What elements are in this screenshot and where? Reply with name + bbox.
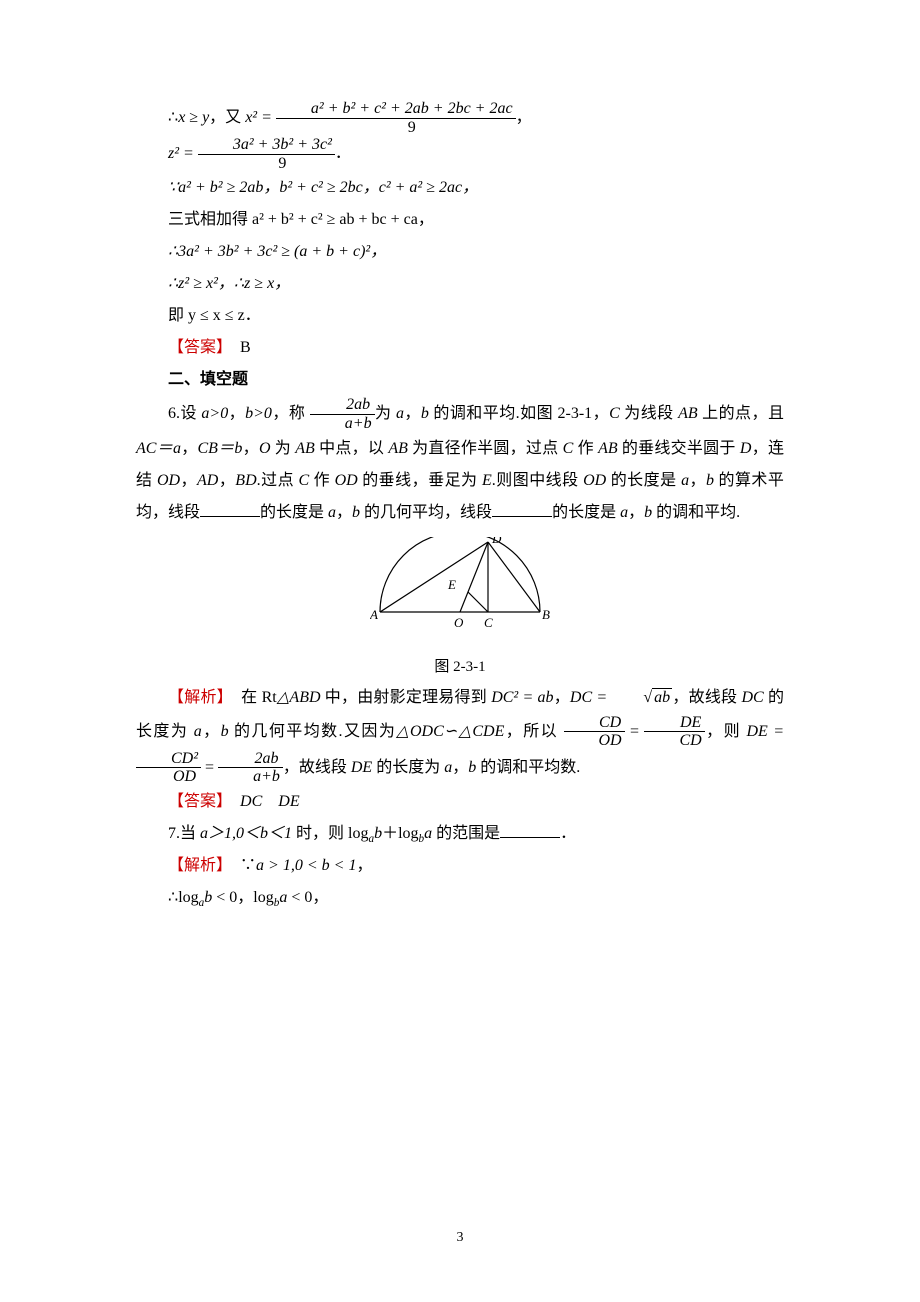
math-line-3: ∵a² + b² ≥ 2ab，b² + c² ≥ 2bc，c² + a² ≥ 2…	[136, 172, 784, 204]
fraction-2ab-b: 2ab a+b	[218, 750, 283, 786]
fraction-cd2-od: CD² OD	[136, 750, 201, 786]
section-2-heading: 二、填空题	[136, 364, 784, 396]
math-line-5: ∴3a² + 3b² + 3c² ≥ (a + b + c)²，	[136, 236, 784, 268]
analysis-label: 【解析】	[168, 689, 225, 706]
blank-3	[500, 821, 560, 838]
analysis-label-7: 【解析】	[168, 857, 224, 874]
figure-2-3-1: A B O C D E	[136, 537, 784, 644]
svg-text:B: B	[542, 607, 550, 622]
analysis-6: 【解析】 在 Rt△ABD 中，由射影定理易得到 DC² = ab，DC = √…	[136, 682, 784, 786]
figure-caption: 图 2-3-1	[136, 652, 784, 682]
math-line-2: z² = 3a² + 3b² + 3c² 9 ．	[136, 136, 784, 172]
answer-label-6: 【答案】	[168, 793, 224, 810]
blank-2	[492, 500, 552, 517]
answer-6: 【答案】 DC DE	[136, 786, 784, 818]
page-number: 3	[0, 1224, 920, 1252]
analysis-7b: ∴logab < 0，logba < 0，	[136, 882, 784, 914]
blank-1	[200, 500, 260, 517]
fraction-2: 3a² + 3b² + 3c² 9	[198, 136, 335, 172]
math-line-7: 即 y ≤ x ≤ z．	[136, 300, 784, 332]
math-line-1: ∴x ≥ y，又 x² = a² + b² + c² + 2ab + 2bc +…	[136, 100, 784, 136]
fraction-de-cd: DE CD	[644, 714, 704, 750]
svg-text:O: O	[454, 615, 464, 630]
fraction-2ab: 2ab a+b	[310, 396, 375, 432]
question-6: 6.设 a>0，b>0，称 2ab a+b 为 a，b 的调和平均.如图 2-3…	[136, 396, 784, 528]
svg-text:E: E	[447, 577, 456, 592]
fraction-cd-od: CD OD	[564, 714, 625, 750]
document-page: ∴x ≥ y，又 x² = a² + b² + c² + 2ab + 2bc +…	[0, 0, 920, 1302]
fraction-1: a² + b² + c² + 2ab + 2bc + 2ac 9	[276, 100, 516, 136]
svg-text:A: A	[370, 607, 378, 622]
answer-5: 【答案】 B	[136, 332, 784, 364]
analysis-7a: 【解析】 ∵a > 1,0 < b < 1，	[136, 850, 784, 882]
math-line-4: 三式相加得 a² + b² + c² ≥ ab + bc + ca，	[136, 204, 784, 236]
answer-label: 【答案】	[168, 339, 224, 356]
svg-text:C: C	[484, 615, 493, 630]
question-7: 7.当 a＞1,0＜b＜1 时，则 logab＋logba 的范围是．	[136, 818, 784, 850]
svg-text:D: D	[491, 537, 502, 546]
semicircle-diagram: A B O C D E	[370, 537, 550, 632]
sqrt-ab: √ab	[611, 682, 672, 714]
math-line-6: ∴z² ≥ x²，∴z ≥ x，	[136, 268, 784, 300]
